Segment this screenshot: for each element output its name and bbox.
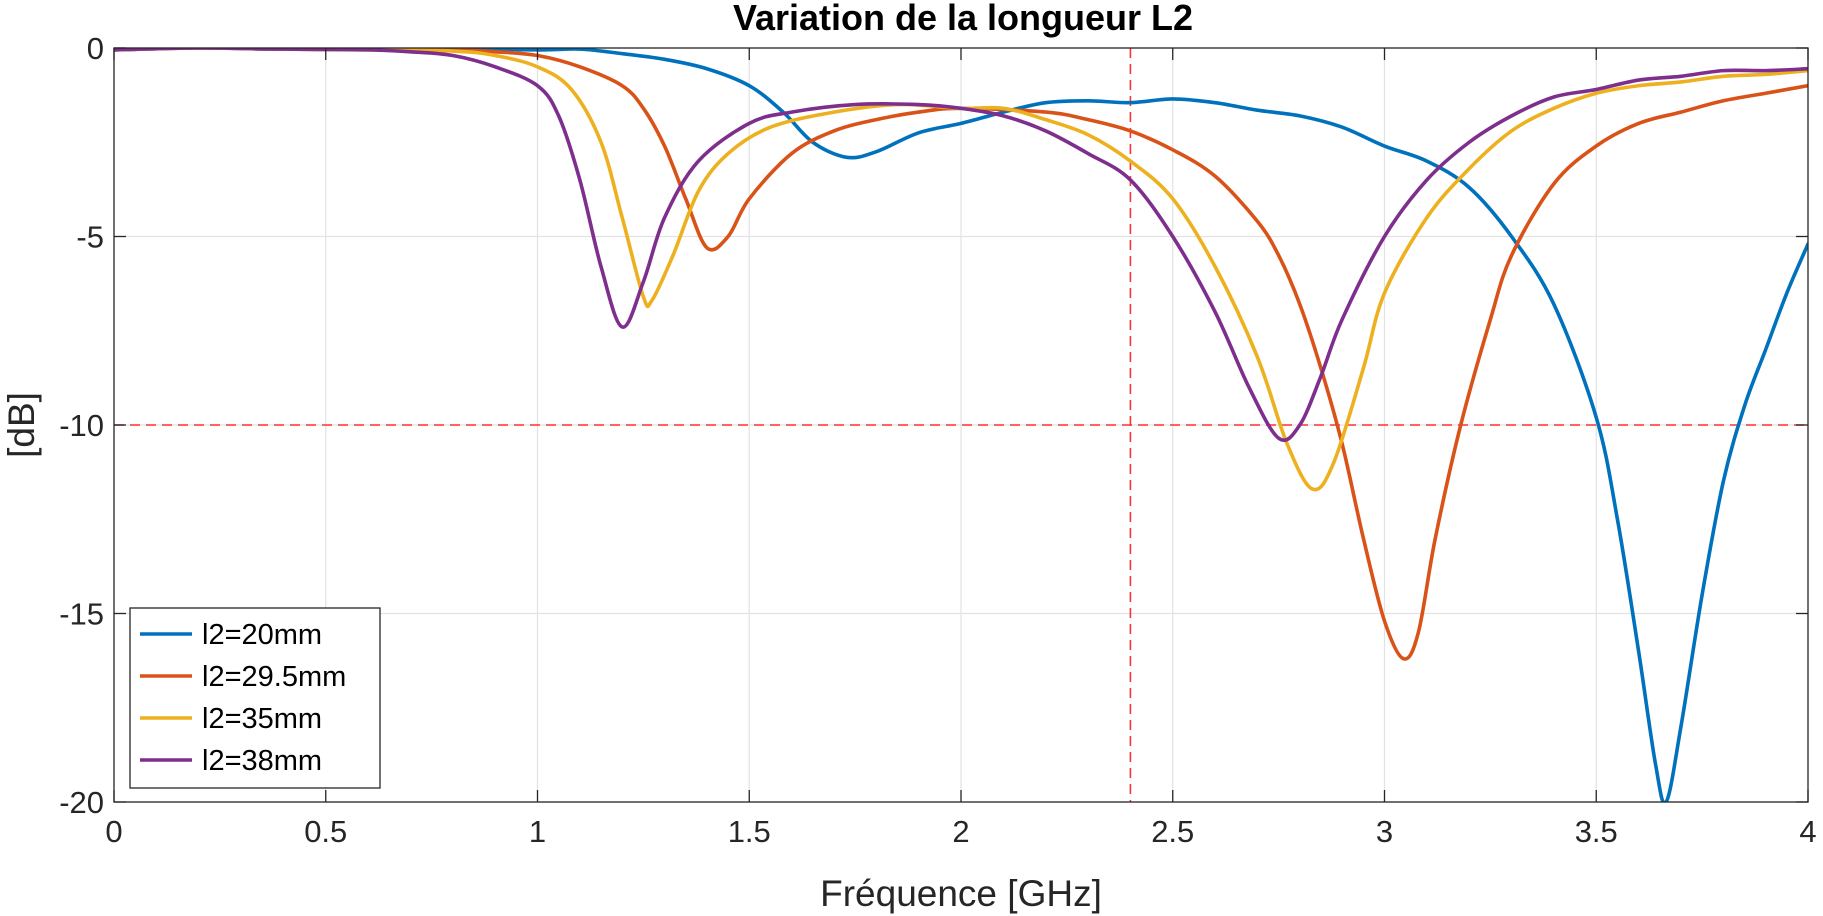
x-axis-ticks: 0 0.5 1 1.5 2 2.5 3 3.5 4 xyxy=(105,48,1817,849)
y-tick-label-1: -5 xyxy=(76,220,104,255)
y-tick-label-4: -20 xyxy=(59,785,104,820)
x-tick-label-8: 4 xyxy=(1799,814,1816,849)
series-line-1 xyxy=(114,48,1808,661)
x-tick-label-2: 1 xyxy=(529,814,546,849)
x-tick-label-6: 3 xyxy=(1376,814,1393,849)
legend-label-0: l2=20mm xyxy=(202,619,322,651)
x-tick-label-4: 2 xyxy=(952,814,969,849)
legend-box xyxy=(129,607,381,789)
x-tick-label-3: 1.5 xyxy=(728,814,771,849)
legend-label-2: l2=35mm xyxy=(202,703,322,735)
legend-label-3: l2=38mm xyxy=(202,745,322,777)
y-tick-label-3: -15 xyxy=(59,597,104,632)
y-axis-label: [dB] xyxy=(1,392,42,458)
reference-lines xyxy=(114,48,1808,802)
x-tick-label-1: 0.5 xyxy=(304,814,347,849)
series-line-3 xyxy=(114,48,1808,443)
x-axis-label: Fréquence [GHz] xyxy=(820,873,1102,914)
legend-label-1: l2=29.5mm xyxy=(202,661,346,693)
legend: l2=20mm l2=29.5mm l2=35mm l2=38mm xyxy=(129,607,381,789)
series-line-2 xyxy=(114,48,1808,492)
series-line-0 xyxy=(114,48,1808,802)
x-tick-label-0: 0 xyxy=(105,814,122,849)
y-axis-ticks: 0 -5 -10 -15 -20 xyxy=(59,31,1808,820)
y-tick-label-0: 0 xyxy=(87,31,104,66)
y-tick-label-2: -10 xyxy=(59,408,104,443)
x-tick-label-7: 3.5 xyxy=(1575,814,1618,849)
series-group xyxy=(114,48,1808,802)
x-tick-label-5: 2.5 xyxy=(1151,814,1194,849)
chart-title: Variation de la longueur L2 xyxy=(733,0,1193,38)
